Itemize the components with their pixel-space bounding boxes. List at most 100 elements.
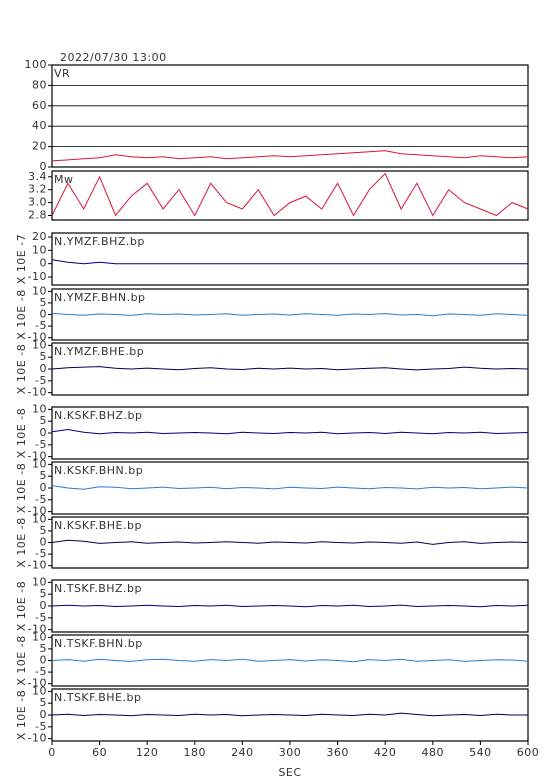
y-tick-label: 5 [40,414,48,427]
y-tick-label: 10 [32,575,47,588]
y-axis-label: X 10E -8 [15,408,28,458]
y-tick-label: -10 [28,331,47,344]
y-axis-label: X 10E -7 [15,234,28,284]
data-line [51,658,529,663]
y-tick-label: 10 [32,512,47,525]
y-tick-label: 5 [40,587,48,600]
panel-label: N.KSKF.BHZ.bp [54,409,143,422]
data-line [51,172,529,217]
panel-label: N.YMZF.BHZ.bp [54,235,145,248]
panel-label: N.YMZF.BHN.bp [54,291,146,304]
x-tick-label: 300 [279,746,302,759]
data-line [51,150,529,162]
x-tick-label: 60 [92,746,107,759]
y-axis-label: X 10E -8 [15,517,28,567]
data-line [51,428,529,435]
y-tick-label: 5 [40,696,48,709]
y-tick-label: -10 [28,386,47,399]
x-tick-label: 180 [184,746,207,759]
x-tick-label: 360 [326,746,349,759]
y-axis-label: X 10E -8 [15,690,28,740]
data-line [51,539,529,545]
y-tick-label: 0 [40,599,48,612]
data-line [51,712,528,717]
y-tick-label: 5 [40,642,48,655]
y-tick-label: 0 [40,708,48,721]
y-axis-label: X 10E -8 [15,635,28,685]
panel-label: N.TSKF.BHE.bp [54,691,141,704]
x-axis-label: SEC [278,766,301,779]
y-tick-label: 0 [40,536,48,549]
y-axis-label: X 10E -8 [15,344,28,394]
x-tick-label: 420 [374,746,397,759]
y-tick-label: -10 [28,677,47,690]
panel-label: N.YMZF.BHE.bp [54,345,144,358]
y-tick-label: 3.2 [28,183,47,196]
y-tick-label: 0 [40,481,48,494]
y-tick-label: 5 [40,469,48,482]
panel-label: N.KSKF.BHE.bp [54,519,142,532]
panel-frame [51,232,529,286]
data-line [51,485,529,490]
y-axis-label: X 10E -8 [15,463,28,513]
y-tick-label: -10 [28,505,47,518]
y-tick-label: 0 [40,426,48,439]
x-tick-label: 480 [422,746,445,759]
y-tick-label: -5 [35,493,47,506]
y-tick-label: -10 [28,623,47,636]
x-tick-label: 540 [469,746,492,759]
y-tick-label: 5 [40,524,48,537]
y-tick-label: 2.8 [28,208,47,221]
y-tick-label: -5 [35,665,47,678]
panel-frame [51,64,529,168]
y-tick-label: 20 [32,230,47,243]
y-tick-label: 5 [40,296,48,309]
y-tick-label: 0 [40,257,48,270]
y-tick-label: -5 [35,720,47,733]
y-tick-label: 0 [40,362,48,375]
y-axis-label: X 10E -8 [15,289,28,339]
y-tick-label: 10 [32,402,47,415]
y-tick-label: 40 [32,119,47,132]
panel-label: VR [54,67,70,80]
data-line [51,312,529,317]
y-tick-label: -5 [35,319,47,332]
x-tick-label: 600 [517,746,540,759]
y-tick-label: 20 [32,140,47,153]
y-tick-label: 10 [32,284,47,297]
x-tick-label: 240 [231,746,254,759]
y-tick-label: -5 [35,547,47,560]
y-tick-label: 10 [32,338,47,351]
panel-frame [51,170,529,221]
panel-label: N.TSKF.BHN.bp [54,637,143,650]
y-tick-label: 10 [32,630,47,643]
panel-label: N.KSKF.BHN.bp [54,464,143,477]
data-line [51,259,528,265]
y-tick-label: 10 [32,243,47,256]
y-tick-label: -10 [28,450,47,463]
panel-label: N.TSKF.BHZ.bp [54,582,142,595]
y-tick-label: -10 [28,270,47,283]
y-tick-label: 0 [40,654,48,667]
y-tick-label: -10 [28,559,47,572]
data-line [51,604,529,608]
y-tick-label: 100 [25,58,48,71]
y-tick-label: -10 [28,732,47,745]
y-tick-label: -5 [35,611,47,624]
data-line [51,366,529,371]
y-tick-label: -5 [35,438,47,451]
y-tick-label: 80 [32,78,47,91]
y-axis-label: X 10E -8 [15,581,28,631]
y-tick-label: 0 [40,160,48,173]
chart-title: 2022/07/30 13:00 [60,51,167,64]
y-tick-label: 0 [40,308,48,321]
y-tick-label: 10 [32,457,47,470]
y-tick-label: 3.0 [28,196,47,209]
y-tick-label: 5 [40,350,48,363]
y-tick-label: 60 [32,99,47,112]
y-tick-label: 3.4 [28,170,47,183]
y-tick-label: 10 [32,684,47,697]
y-tick-label: -5 [35,374,47,387]
x-tick-label: 120 [136,746,159,759]
